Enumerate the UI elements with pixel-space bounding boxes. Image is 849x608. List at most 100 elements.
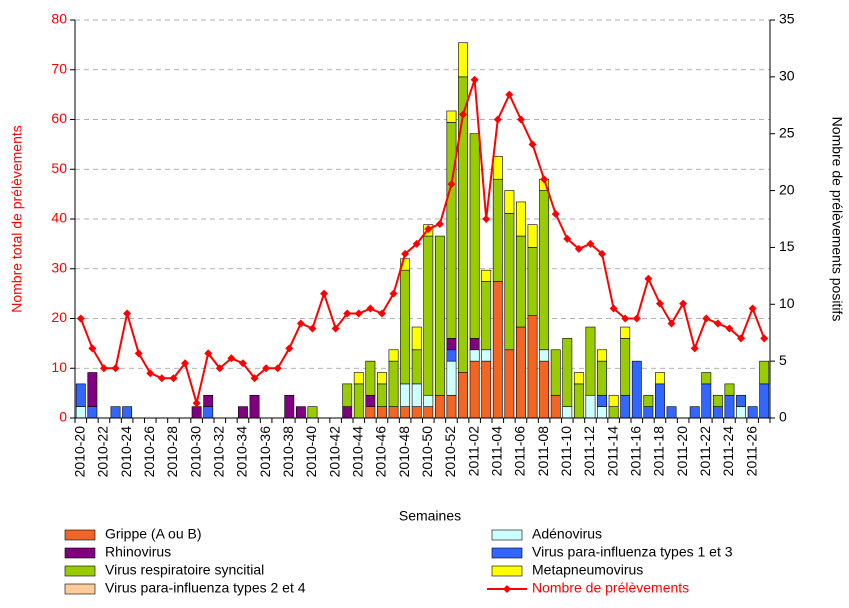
bar	[110, 406, 121, 419]
bar	[446, 349, 457, 362]
y2-tick-label: 0	[779, 409, 787, 425]
bar	[400, 406, 411, 419]
bar	[492, 156, 503, 180]
marker	[308, 324, 317, 333]
marker	[644, 274, 653, 283]
bar	[736, 406, 746, 419]
x-tick-label: 2011-06	[512, 426, 528, 477]
bar	[87, 406, 98, 419]
marker	[204, 349, 213, 358]
bar	[365, 406, 376, 419]
bar	[655, 383, 665, 419]
y2-tick-label: 15	[779, 238, 795, 254]
bar	[666, 406, 677, 419]
bar	[550, 349, 561, 396]
marker	[123, 309, 132, 318]
marker	[598, 249, 607, 258]
marker	[134, 349, 143, 358]
marker	[157, 374, 166, 383]
x-tick-label: 2010-40	[303, 426, 319, 478]
y2-tick-label: 25	[779, 124, 795, 140]
bar	[400, 269, 411, 385]
marker	[88, 344, 97, 353]
bar	[504, 190, 515, 214]
y2-tick-label: 20	[779, 181, 795, 197]
x-tick-label: 2010-28	[164, 426, 180, 478]
bar	[377, 372, 387, 385]
marker	[227, 354, 236, 363]
x-tick-label: 2011-20	[674, 426, 690, 477]
marker	[192, 399, 201, 408]
bar	[377, 406, 387, 419]
x-tick-label: 2011-10	[558, 426, 574, 477]
x-tick-label: 2010-46	[373, 426, 389, 478]
marker	[690, 344, 699, 353]
bar	[504, 349, 515, 419]
bar	[597, 360, 607, 396]
bar	[307, 406, 318, 419]
marker	[262, 364, 271, 373]
marker	[551, 210, 560, 219]
bar	[643, 406, 654, 419]
legend-label: Rhinovirus	[105, 544, 171, 560]
line	[79, 79, 766, 408]
y-tick-label: 10	[51, 359, 67, 375]
bar	[492, 281, 503, 419]
bar	[400, 258, 411, 271]
x-tick-label: 2010-50	[419, 426, 435, 478]
marker	[296, 319, 305, 328]
bar	[446, 394, 457, 419]
bar	[434, 235, 445, 396]
y2-tick-label: 35	[779, 11, 795, 27]
y-tick-label: 40	[51, 210, 67, 226]
legend-label: Virus respiratoire syncitial	[105, 562, 264, 578]
bar	[481, 349, 492, 362]
x-tick-label: 2011-04	[488, 426, 504, 477]
x-axis-title: Semaines	[399, 508, 461, 524]
x-tick-label: 2010-20	[71, 426, 87, 478]
bar	[481, 281, 492, 351]
bar	[701, 383, 712, 419]
bar	[481, 360, 492, 419]
bar	[446, 360, 457, 396]
bar	[620, 326, 631, 339]
bar	[585, 394, 596, 419]
bar	[724, 394, 735, 419]
marker	[482, 215, 491, 223]
x-tick-label: 2010-48	[396, 426, 412, 478]
bar	[597, 394, 607, 407]
x-tick-label: 2010-24	[118, 426, 134, 478]
marker	[343, 309, 352, 318]
x-tick-label: 2010-22	[95, 426, 111, 478]
marker	[760, 334, 769, 343]
y2-tick-label: 30	[779, 68, 795, 84]
bar	[411, 326, 422, 351]
marker	[181, 359, 190, 368]
x-tick-label: 2010-44	[349, 426, 365, 478]
bar	[539, 360, 550, 419]
bar	[504, 213, 515, 351]
y2-axis-title: Nombre de prélèvements positifs	[829, 117, 845, 322]
bar	[573, 383, 584, 419]
bar	[516, 201, 526, 237]
marker	[285, 344, 294, 353]
bar	[620, 338, 631, 396]
bar	[689, 406, 700, 419]
bar	[585, 326, 596, 396]
bar	[191, 406, 202, 419]
bar	[724, 383, 735, 396]
bar	[608, 394, 619, 407]
x-tick-label: 2010-26	[141, 426, 157, 478]
marker	[609, 304, 618, 313]
bar	[388, 360, 399, 407]
bar	[446, 110, 457, 123]
marker	[574, 244, 583, 253]
marker	[528, 140, 537, 149]
bar	[597, 406, 607, 419]
bar	[516, 235, 526, 328]
marker	[516, 115, 525, 124]
marker	[563, 234, 572, 243]
bar	[469, 338, 480, 351]
bar	[365, 360, 376, 396]
